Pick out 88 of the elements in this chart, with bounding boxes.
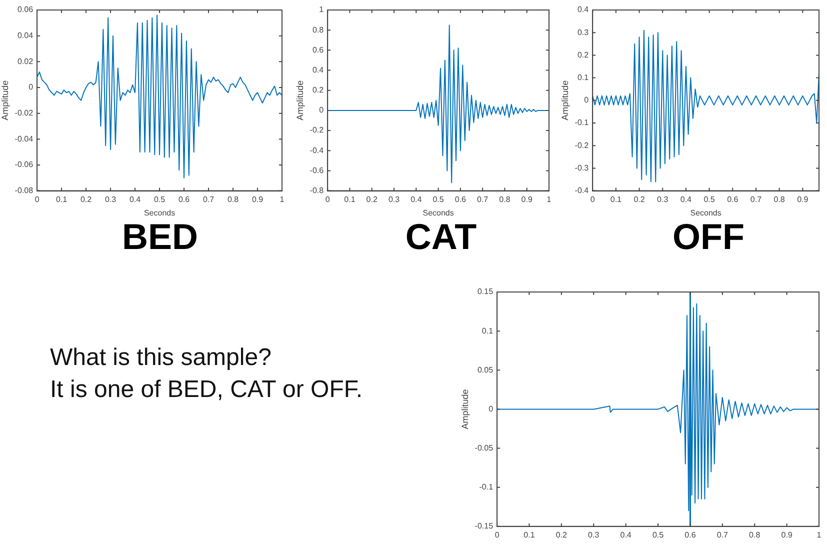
y-tick-label: 1	[319, 5, 324, 14]
x-tick-label: 0.4	[410, 194, 422, 204]
x-axis-title: Seconds	[144, 208, 176, 218]
x-tick-label: 0.8	[499, 194, 511, 204]
x-tick-label: 0	[325, 194, 330, 204]
y-tick-label: 0.2	[577, 50, 590, 60]
y-tick-label: 0	[488, 404, 494, 414]
x-tick-label: 0.5	[154, 194, 166, 204]
text: OFF	[672, 216, 746, 257]
y-tick-label: -0.4	[310, 146, 324, 155]
text: CAT	[404, 216, 478, 257]
x-tick-label: 0.5	[704, 194, 716, 204]
x-tick-label: 0.7	[716, 530, 729, 540]
x-tick-label: 0.8	[749, 530, 761, 540]
y-axis-title: Amplitude	[560, 80, 570, 120]
x-tick-label: 0.9	[781, 530, 793, 540]
y-tick-label: 0	[584, 96, 590, 105]
x-tick-label: 0.4	[129, 194, 142, 204]
x-tick-label: 0.6	[727, 194, 739, 204]
x-tick-label: 0.5	[652, 530, 664, 540]
x-tick-label: 0.2	[634, 194, 646, 204]
x-axis-title: Seconds	[690, 208, 722, 218]
text: BED	[120, 216, 199, 257]
y-tick-label: -0.04	[14, 134, 34, 144]
x-tick-label: 0	[34, 194, 40, 204]
y-tick-label: 0	[319, 106, 324, 115]
y-tick-label: -0.15	[474, 522, 494, 531]
x-tick-label: 0.1	[610, 194, 622, 204]
y-tick-label: -0.05	[474, 443, 494, 452]
x-tick-label: 0.1	[524, 530, 536, 540]
y-tick-label: -0.8	[310, 186, 324, 196]
y-tick-label: 0.3	[577, 28, 590, 37]
x-tick-label: 0.6	[454, 194, 467, 204]
y-tick-label: 0.06	[17, 5, 34, 14]
x-tick-label: 0.8	[774, 194, 786, 204]
x-tick-label: 0.5	[432, 194, 444, 204]
x-tick-label: 0.2	[366, 194, 378, 204]
x-tick-label: 1	[280, 194, 285, 204]
x-tick-label: 0	[590, 194, 596, 204]
x-tick-label: 0.9	[521, 194, 533, 204]
x-tick-label: 0.3	[388, 194, 400, 204]
y-tick-label: -0.3	[574, 163, 590, 172]
x-tick-label: 0	[494, 530, 500, 540]
x-tick-label: 0.7	[477, 194, 489, 204]
x-tick-label: 1	[546, 194, 552, 204]
text: What is this sample? It is one of BED, CAT or OFF.	[50, 343, 363, 405]
y-tick-label: 0.1	[482, 326, 494, 336]
x-tick-label: 0.2	[556, 530, 568, 540]
y-tick-label: 0.6	[312, 45, 324, 54]
y-tick-label: 0.04	[17, 31, 34, 40]
y-tick-label: 0.4	[312, 65, 324, 74]
x-tick-label: 0.9	[797, 194, 809, 204]
y-axis-title: Amplitude	[0, 80, 10, 120]
x-axis-title: Seconds	[422, 208, 454, 218]
y-tick-label: -0.6	[310, 166, 324, 175]
x-tick-label: 0.8	[227, 194, 240, 204]
y-tick-label: 0.8	[312, 25, 324, 34]
y-tick-label: -0.2	[310, 126, 324, 135]
y-tick-label: -0.2	[574, 140, 590, 150]
y-tick-label: -0.1	[574, 118, 590, 128]
y-tick-label: 0.05	[477, 365, 494, 374]
y-tick-label: 0.2	[312, 86, 324, 95]
x-tick-label: 0.3	[588, 530, 600, 540]
y-tick-label: -0.4	[574, 186, 590, 196]
x-tick-label: 0.7	[750, 194, 762, 204]
x-tick-label: 0.1	[56, 194, 68, 204]
x-tick-label: 0.4	[680, 194, 692, 204]
x-tick-label: 1	[816, 530, 822, 540]
y-tick-label: 0.02	[17, 56, 34, 66]
y-tick-label: -0.1	[479, 482, 494, 492]
y-tick-label: 0.15	[477, 287, 494, 296]
x-tick-label: 0.6	[684, 530, 696, 540]
y-tick-label: 0.1	[577, 73, 590, 82]
x-tick-label: 0.6	[178, 194, 190, 204]
y-tick-label: 0.4	[577, 5, 590, 14]
x-tick-label: 0.7	[202, 194, 215, 204]
y-tick-label: -0.06	[14, 160, 34, 170]
x-tick-label: 0.3	[104, 194, 117, 204]
x-tick-label: 0.9	[252, 194, 264, 204]
y-tick-label: 0	[28, 82, 34, 92]
y-tick-label: -0.02	[14, 108, 34, 118]
x-tick-label: 0.4	[620, 530, 632, 540]
x-tick-label: 0.3	[657, 194, 669, 204]
x-tick-label: 0.2	[80, 194, 92, 204]
y-axis-title: Amplitude	[460, 389, 470, 430]
x-tick-label: 0.1	[344, 194, 356, 204]
y-axis-title: Amplitude	[294, 80, 305, 120]
y-tick-label: -0.08	[14, 186, 34, 196]
